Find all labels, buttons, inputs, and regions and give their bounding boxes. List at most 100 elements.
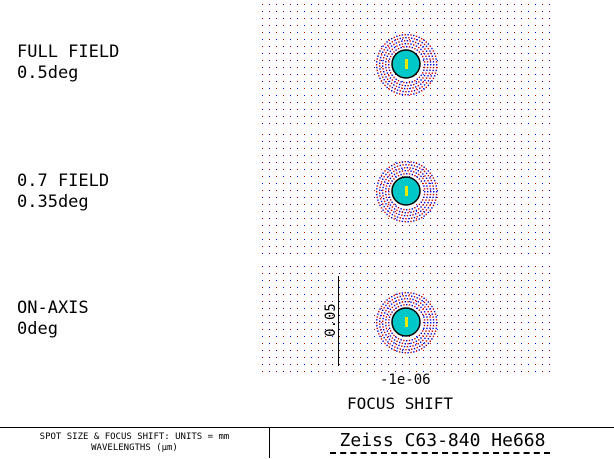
grid-dot (528, 4, 529, 5)
spot-ray (376, 319, 378, 321)
grid-dot (318, 176, 319, 177)
grid-dot (507, 232, 508, 233)
grid-dot (500, 102, 501, 103)
grid-dot (367, 371, 368, 372)
grid-dot (430, 4, 431, 5)
spot-ray (391, 175, 394, 178)
grid-dot (367, 74, 368, 75)
spot-ray (423, 297, 425, 299)
grid-dot (388, 371, 389, 372)
spot-ray (383, 176, 385, 178)
grid-dot (444, 273, 445, 274)
grid-dot (444, 225, 445, 226)
spot-ray (383, 57, 385, 59)
spot-ray (406, 46, 408, 48)
grid-dot (304, 246, 305, 247)
grid-dot (458, 109, 459, 110)
grid-dot (542, 123, 543, 124)
spot-ray (411, 173, 413, 176)
grid-dot (332, 357, 333, 358)
grid-dot (269, 239, 270, 240)
spot-ray (385, 339, 387, 341)
grid-dot (535, 169, 536, 170)
grid-dot (311, 204, 312, 205)
spot-ray (429, 204, 431, 207)
grid-dot (276, 53, 277, 54)
grid-dot (318, 239, 319, 240)
grid-dot (367, 211, 368, 212)
grid-dot (325, 350, 326, 351)
grid-dot (339, 364, 340, 365)
grid-dot (528, 301, 529, 302)
grid-dot (367, 95, 368, 96)
grid-dot (311, 329, 312, 330)
grid-dot (542, 148, 543, 149)
grid-dot (451, 25, 452, 26)
grid-dot (458, 123, 459, 124)
spot-ray (388, 88, 390, 90)
spot-ray (406, 340, 408, 342)
grid-dot (276, 46, 277, 47)
spot-ray (415, 172, 418, 174)
grid-dot (276, 81, 277, 82)
grid-dot (360, 74, 361, 75)
grid-dot (318, 253, 319, 254)
grid-dot (535, 343, 536, 344)
spot-ray (398, 299, 400, 301)
grid-dot (290, 148, 291, 149)
grid-dot (402, 294, 403, 295)
grid-dot (451, 280, 452, 281)
grid-dot (437, 336, 438, 337)
grid-dot (549, 350, 550, 351)
grid-dot (409, 273, 410, 274)
spot-ray (433, 52, 436, 55)
spot-ray (406, 304, 408, 306)
grid-dot (549, 315, 550, 316)
spot-ray (409, 298, 411, 300)
grid-dot (311, 32, 312, 33)
spot-ray (411, 348, 413, 350)
grid-dot (444, 266, 445, 267)
grid-dot (423, 18, 424, 19)
grid-dot (283, 183, 284, 184)
spot-ray (388, 185, 391, 187)
field-name: 0.7 FIELD (17, 171, 110, 191)
spot-ray (423, 346, 425, 348)
grid-dot (437, 176, 438, 177)
spot-ray (388, 39, 390, 41)
grid-dot (486, 239, 487, 240)
spot-ray (391, 217, 393, 219)
grid-dot (458, 357, 459, 358)
grid-dot (486, 176, 487, 177)
spot-ray (410, 342, 412, 344)
grid-dot (374, 322, 375, 323)
grid-dot (493, 183, 494, 184)
grid-dot (542, 287, 543, 288)
grid-dot (381, 204, 382, 205)
grid-dot (374, 301, 375, 302)
grid-dot (297, 343, 298, 344)
grid-dot (388, 88, 389, 89)
grid-dot (430, 141, 431, 142)
spot-ray (382, 82, 384, 84)
grid-dot (311, 225, 312, 226)
spot-ray (417, 301, 419, 303)
grid-dot (346, 95, 347, 96)
spot-ray (397, 80, 400, 82)
grid-dot (465, 232, 466, 233)
grid-dot (528, 123, 529, 124)
grid-dot (451, 162, 452, 163)
spot-ray (399, 37, 401, 40)
spot-ray (404, 34, 406, 36)
grid-dot (479, 4, 480, 5)
grid-dot (304, 39, 305, 40)
grid-dot (367, 329, 368, 330)
grid-dot (542, 162, 543, 163)
grid-dot (479, 218, 480, 219)
grid-dot (339, 301, 340, 302)
grid-dot (297, 88, 298, 89)
grid-dot (535, 46, 536, 47)
spot-ray (388, 61, 390, 63)
grid-dot (283, 176, 284, 177)
grid-dot (514, 350, 515, 351)
